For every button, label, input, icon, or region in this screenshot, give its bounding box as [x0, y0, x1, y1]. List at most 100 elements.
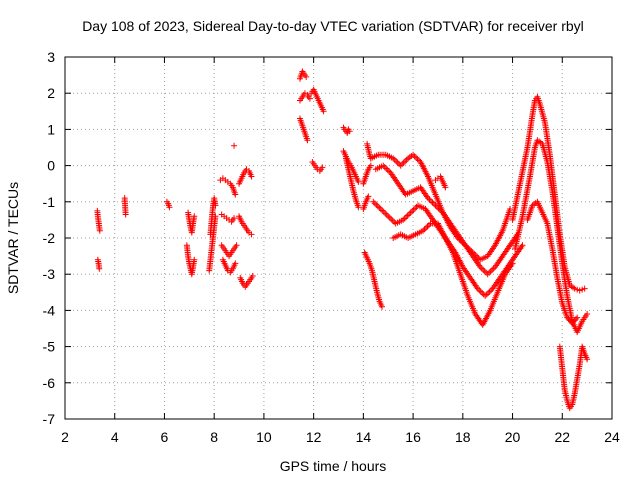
- data-point: [384, 166, 391, 173]
- series-seg-13.3a: [340, 124, 353, 137]
- data-point: [410, 206, 417, 213]
- series-seg-8.8: [231, 142, 238, 149]
- series-seg-3.3a: [94, 207, 103, 234]
- data-point: [346, 128, 353, 135]
- data-point: [426, 196, 433, 203]
- series-seg-peak-c: [524, 198, 581, 327]
- data-point: [414, 156, 421, 163]
- data-point: [191, 256, 198, 263]
- data-point: [416, 157, 423, 164]
- data-point: [231, 142, 238, 149]
- data-point: [386, 214, 393, 221]
- data-point: [403, 214, 410, 221]
- data-point: [379, 303, 386, 310]
- data-point: [584, 311, 591, 318]
- x-tick-label: 12: [306, 429, 322, 445]
- data-point: [96, 227, 103, 234]
- series-seg-deep-dip: [556, 343, 591, 412]
- data-point: [411, 153, 418, 160]
- data-point: [380, 208, 387, 215]
- data-point: [303, 73, 310, 80]
- series-seg-8.3d: [219, 256, 239, 276]
- chart-title: Day 108 of 2023, Sidereal Day-to-day VTE…: [82, 18, 584, 34]
- data-point: [397, 162, 404, 169]
- series-seg-14.4c: [360, 193, 372, 213]
- y-tick-label: 1: [47, 121, 55, 137]
- data-point: [480, 266, 487, 273]
- data-point: [304, 137, 311, 144]
- y-tick-label: 2: [47, 85, 55, 101]
- data-point: [404, 212, 411, 219]
- data-point: [401, 215, 408, 222]
- data-point: [320, 108, 327, 115]
- data-point: [413, 154, 420, 161]
- series-seg-11.6b: [296, 90, 313, 104]
- x-tick-label: 6: [161, 429, 169, 445]
- data-point: [477, 263, 484, 270]
- data-point: [382, 210, 389, 217]
- data-point: [306, 95, 313, 102]
- data-point: [385, 213, 392, 220]
- data-point: [574, 314, 581, 321]
- data-point: [365, 193, 372, 200]
- data-point: [484, 271, 491, 278]
- data-point: [485, 290, 492, 297]
- data-point: [371, 200, 378, 207]
- data-point: [483, 291, 490, 298]
- data-point: [424, 223, 431, 230]
- x-tick-label: 14: [356, 429, 372, 445]
- data-point: [393, 158, 400, 165]
- series-seg-12.1b: [309, 158, 326, 175]
- x-tick-label: 24: [604, 429, 620, 445]
- data-point: [388, 216, 395, 223]
- series-seg-8.3b: [218, 211, 238, 225]
- x-tick-label: 4: [111, 429, 119, 445]
- series-seg-14.4a: [361, 249, 386, 310]
- y-tick-label: -4: [43, 302, 56, 318]
- data-point: [476, 287, 483, 294]
- series-seg-6.1: [163, 198, 173, 211]
- data-point: [355, 178, 362, 185]
- x-tick-label: 20: [505, 429, 521, 445]
- data-point: [403, 156, 410, 163]
- data-point: [122, 211, 129, 218]
- data-point: [488, 287, 495, 294]
- data-point: [487, 268, 494, 275]
- data-point: [486, 288, 493, 295]
- data-point: [442, 184, 449, 191]
- data-point: [426, 221, 433, 228]
- series-seg-11.6c: [296, 115, 311, 144]
- series-seg-14.4b: [360, 162, 374, 187]
- data-point: [233, 242, 240, 249]
- data-point: [400, 216, 407, 223]
- data-point: [319, 164, 326, 171]
- data-point: [391, 156, 398, 163]
- data-point: [420, 227, 427, 234]
- data-point: [489, 266, 496, 273]
- series-seg-4.4: [121, 195, 129, 218]
- data-point: [435, 205, 442, 212]
- data-point: [425, 195, 432, 202]
- y-tick-label: -1: [43, 194, 56, 210]
- data-point: [421, 226, 428, 233]
- data-point: [581, 285, 588, 292]
- data-point: [355, 204, 362, 211]
- data-point: [400, 159, 407, 166]
- x-axis-label: GPS time / hours: [280, 458, 387, 474]
- y-tick-label: -6: [43, 375, 56, 391]
- data-point: [383, 211, 390, 218]
- data-point: [477, 288, 484, 295]
- data-point: [248, 231, 255, 238]
- series-seg-8.3c: [218, 242, 240, 260]
- data-point: [423, 224, 430, 231]
- data-point: [481, 268, 488, 275]
- data-point: [383, 165, 390, 172]
- data-point: [373, 201, 380, 208]
- data-point: [249, 273, 256, 280]
- y-tick-label: -2: [43, 230, 56, 246]
- series-seg-peak-b: [512, 137, 591, 336]
- data-point: [380, 162, 387, 169]
- series-seg-12.1a: [308, 86, 327, 115]
- series-seg-8.3a: [217, 175, 239, 198]
